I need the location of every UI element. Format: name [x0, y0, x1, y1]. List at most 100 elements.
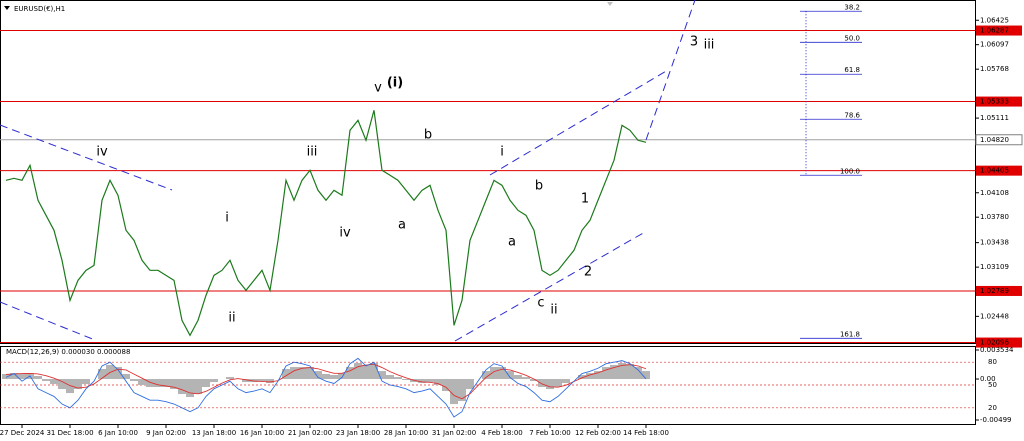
macd-bar — [138, 379, 146, 386]
y-tick-label: 0.00 — [980, 375, 996, 383]
y2-tick-label: 50 — [988, 381, 997, 389]
price-level-box — [976, 165, 1022, 176]
wave-label: c — [537, 296, 544, 311]
macd-bar — [194, 379, 202, 395]
main-frame — [0, 0, 976, 344]
macd-bar — [266, 379, 274, 384]
macd-bar — [170, 379, 178, 390]
macd-bar — [362, 364, 370, 380]
fib-label: 78.6 — [844, 111, 860, 119]
wave-label: iv — [96, 145, 108, 160]
macd-bar — [10, 373, 18, 380]
wave-label: iii — [704, 38, 715, 53]
x-tick-label: 21 Jan 02:00 — [288, 429, 332, 437]
macd-bar — [210, 379, 218, 383]
wave-label: ii — [550, 303, 557, 318]
macd-bar — [202, 379, 210, 387]
macd-bar — [626, 363, 634, 380]
macd-bar — [34, 375, 42, 380]
macd-bar — [482, 371, 490, 380]
wave-label: b — [535, 179, 543, 194]
trend-line — [645, 0, 696, 141]
macd-bar — [434, 379, 442, 386]
macd-bar — [2, 374, 10, 380]
macd-bar — [450, 379, 458, 405]
x-tick-label: 27 Dec 2024 — [0, 429, 45, 437]
macd-bar — [338, 373, 346, 380]
macd-bar — [130, 379, 138, 381]
y-tick-label: 1.03438 — [980, 239, 1009, 247]
wave-label: b — [424, 128, 432, 143]
y-tick-label: 1.06425 — [980, 16, 1009, 24]
macd-bar — [546, 379, 554, 390]
symbol-menu-icon — [4, 6, 10, 10]
x-tick-label: 23 Jan 18:00 — [336, 429, 380, 437]
x-tick-label: 6 Jan 10:00 — [98, 429, 138, 437]
macd-bar — [370, 363, 378, 380]
chart-title: EURUSD(€),H1 — [14, 5, 65, 13]
macd-bar — [242, 379, 250, 383]
macd-bar — [298, 367, 306, 380]
macd-bar — [522, 377, 530, 380]
x-tick-label: 14 Feb 18:00 — [623, 429, 669, 437]
wave-label: (i) — [387, 76, 403, 91]
macd-bar — [42, 379, 50, 381]
x-tick-label: 16 Jan 10:00 — [240, 429, 284, 437]
macd-bar — [74, 379, 82, 390]
macd-bar — [498, 367, 506, 380]
current-price-box — [975, 134, 1023, 146]
macd-bar — [50, 379, 58, 385]
macd-bar — [458, 379, 466, 402]
y2-tick-label: 80 — [988, 358, 997, 366]
x-tick-label: 13 Jan 18:00 — [192, 429, 236, 437]
macd-bar — [186, 379, 194, 398]
macd-frame — [0, 346, 976, 425]
macd-bar — [306, 367, 314, 380]
macd-bar — [18, 374, 26, 380]
wave-label: 1 — [581, 192, 589, 207]
macd-bar — [594, 371, 602, 380]
x-tick-label: 12 Feb 02:00 — [575, 429, 621, 437]
macd-bar — [58, 379, 66, 390]
wave-label: 2 — [584, 265, 592, 280]
macd-bar — [530, 379, 538, 381]
x-tick-label: 9 Jan 02:00 — [146, 429, 186, 437]
price-level-label: 1.04405 — [980, 167, 1009, 175]
y-tick-label: 1.03780 — [980, 213, 1009, 221]
indicator-line — [5, 363, 647, 400]
y2-tick-label: 20 — [988, 404, 997, 412]
macd-bar — [466, 379, 474, 390]
macd-bar — [330, 374, 338, 380]
macd-bar — [554, 379, 562, 387]
macd-bar — [258, 379, 266, 381]
wave-label: i — [225, 211, 229, 226]
macd-bar — [290, 367, 298, 380]
macd-bar — [162, 379, 170, 387]
price-level-box — [976, 96, 1022, 107]
price-level-box — [976, 337, 1022, 348]
wave-label: 3 — [690, 35, 698, 50]
macd-bar — [322, 374, 330, 380]
fib-label: 38.2 — [844, 3, 860, 11]
price-level-label: 1.05333 — [980, 98, 1009, 106]
macd-bar — [154, 379, 162, 387]
wave-label: a — [398, 218, 406, 233]
wave-label: iv — [339, 226, 351, 241]
macd-bar — [354, 363, 362, 380]
y-tick-label: 1.03109 — [980, 263, 1009, 271]
price-level-label: 1.06287 — [980, 27, 1009, 35]
indicator-line — [5, 357, 647, 418]
trend-line — [0, 301, 96, 341]
macd-bar — [418, 379, 426, 384]
macd-bar — [602, 367, 610, 380]
macd-bar — [250, 379, 258, 383]
y-tick-label: 1.05768 — [980, 65, 1009, 73]
x-tick-label: 7 Feb 10:00 — [529, 429, 570, 437]
macd-bar — [586, 373, 594, 380]
y-tick-label: -0.00499 — [980, 416, 1011, 424]
macd-bar — [314, 371, 322, 380]
price-level-label: 1.02789 — [980, 287, 1009, 295]
